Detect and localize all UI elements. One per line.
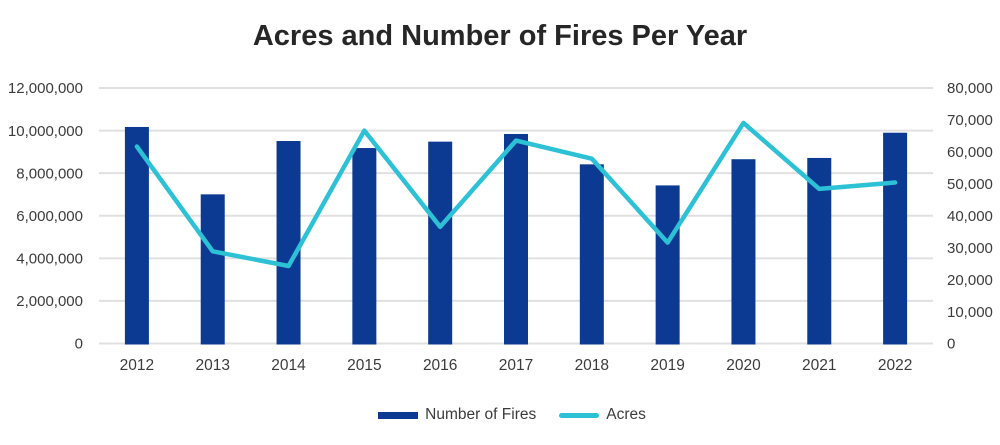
bar-2012 xyxy=(124,126,149,345)
legend-item-number-of-fires: Number of Fires xyxy=(378,406,536,424)
bar-2018 xyxy=(579,164,604,345)
x-axis-year-label: 2022 xyxy=(878,357,912,374)
right-axis-tick-label: 80,000 xyxy=(947,80,993,97)
x-axis-year-label: 2017 xyxy=(499,357,533,374)
x-axis-year-label: 2012 xyxy=(120,357,154,374)
left-axis-tick-label: 10,000,000 xyxy=(8,123,83,140)
legend-bar-label: Number of Fires xyxy=(425,406,537,423)
right-axis-tick-label: 60,000 xyxy=(947,144,993,161)
left-axis-tick-label: 12,000,000 xyxy=(8,80,83,97)
x-axis-year-label: 2020 xyxy=(726,357,761,374)
left-axis-tick-label: 8,000,000 xyxy=(16,165,83,182)
left-axis-tick-label: 0 xyxy=(75,336,83,353)
bar-2014 xyxy=(276,141,301,345)
right-axis-tick-label: 50,000 xyxy=(947,176,993,193)
bar-2016 xyxy=(428,141,453,345)
right-axis-tick-label: 70,000 xyxy=(947,112,993,129)
chart-title: Acres and Number of Fires Per Year xyxy=(252,20,748,52)
bar-2022 xyxy=(883,132,908,345)
x-axis-year-label: 2021 xyxy=(802,357,836,374)
legend-line-swatch xyxy=(559,412,600,418)
right-axis-tick-label: 10,000 xyxy=(947,304,993,321)
right-axis-tick-label: 30,000 xyxy=(947,240,993,257)
x-axis-year-label: 2016 xyxy=(423,357,457,374)
legend-acres-label: Acres xyxy=(606,406,646,423)
left-axis-tick-label: 2,000,000 xyxy=(16,293,83,310)
x-axis-year-label: 2019 xyxy=(650,357,684,374)
right-axis-tick-label: 40,000 xyxy=(947,208,993,225)
chart-legend: Number of Fires Acres xyxy=(12,403,1000,427)
legend-bar-swatch xyxy=(378,411,419,419)
left-axis-tick-label: 6,000,000 xyxy=(16,208,83,225)
acres-line xyxy=(134,120,898,269)
x-axis-year-label: 2014 xyxy=(271,357,306,374)
x-axis-year-label: 2018 xyxy=(575,357,609,374)
bar-2019 xyxy=(655,185,680,345)
bar-2015 xyxy=(352,148,377,345)
bar-2021 xyxy=(807,157,832,345)
legend-item-acres: Acres xyxy=(559,406,646,424)
left-axis-tick-label: 4,000,000 xyxy=(16,251,83,268)
x-axis-year-label: 2013 xyxy=(195,357,229,374)
bar-2020 xyxy=(731,159,756,345)
bar-2013 xyxy=(200,194,225,345)
bar-2017 xyxy=(504,133,528,345)
right-axis-tick-label: 20,000 xyxy=(947,272,993,289)
right-axis-tick-label: 0 xyxy=(947,336,955,353)
x-axis-year-label: 2015 xyxy=(347,357,381,374)
